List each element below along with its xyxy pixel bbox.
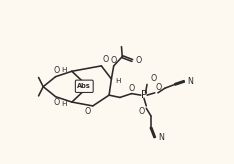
Text: O: O <box>53 66 59 75</box>
Text: O: O <box>111 56 117 65</box>
Text: O: O <box>150 74 156 83</box>
Text: Abs: Abs <box>77 83 91 89</box>
Text: N: N <box>159 133 165 142</box>
Text: N: N <box>187 77 193 86</box>
Text: O: O <box>53 98 59 107</box>
Text: P: P <box>141 90 147 100</box>
Text: H: H <box>115 78 121 84</box>
Text: O: O <box>128 84 135 93</box>
Text: H: H <box>62 101 67 107</box>
FancyBboxPatch shape <box>75 80 93 92</box>
Text: O: O <box>135 56 142 65</box>
Text: O: O <box>84 107 91 116</box>
Text: O: O <box>103 55 109 64</box>
Text: O: O <box>156 83 162 92</box>
Text: H: H <box>62 67 67 73</box>
Text: O: O <box>139 107 145 116</box>
